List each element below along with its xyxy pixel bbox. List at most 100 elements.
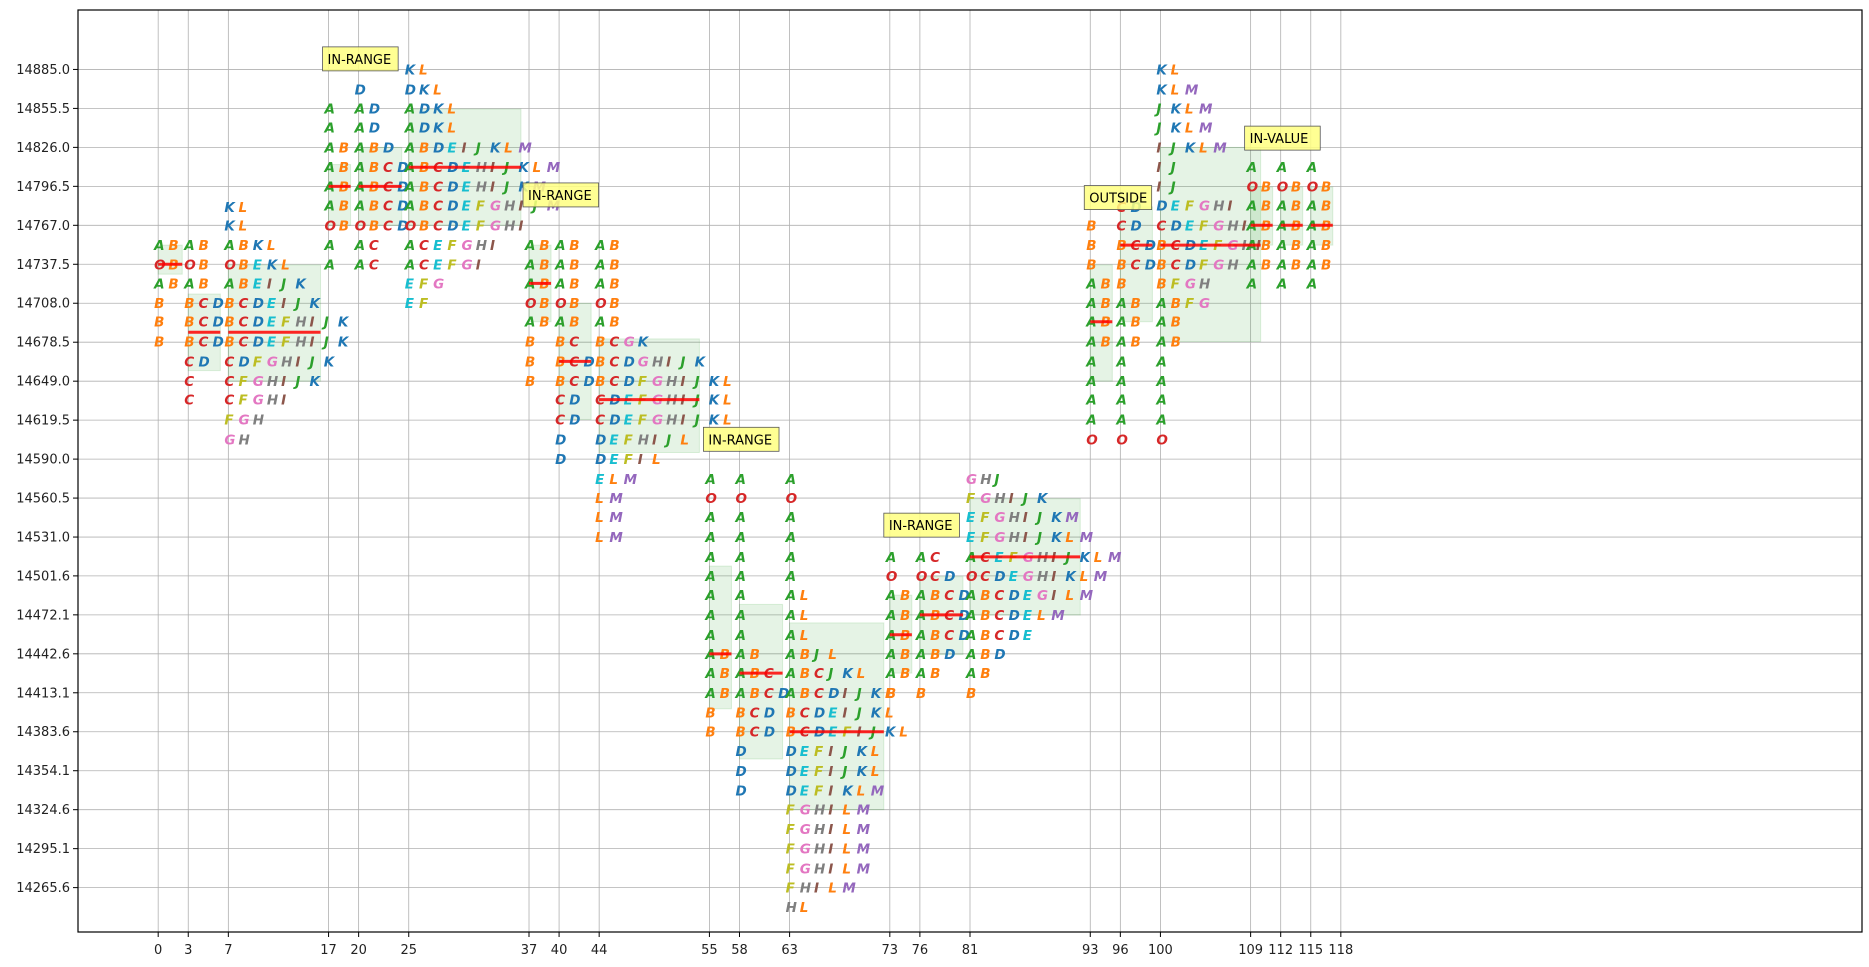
- tpo-letter: M: [1080, 530, 1094, 546]
- annotation-box: [1244, 125, 1321, 151]
- tpo-letter: G: [253, 393, 264, 409]
- y-tick-label: 14796.5: [16, 180, 70, 195]
- tpo-letter: A: [1115, 393, 1126, 409]
- tpo-letter: E: [267, 335, 277, 351]
- tpo-letter: D: [555, 452, 566, 468]
- tpo-letter: B: [1321, 179, 1331, 195]
- tpo-letter: H: [1199, 276, 1211, 292]
- tpo-letter: O: [705, 491, 716, 507]
- tpo-letter: C: [980, 569, 990, 585]
- tpo-letter: O: [595, 296, 606, 312]
- tpo-letter: L: [239, 218, 248, 234]
- tpo-letter: L: [1037, 608, 1046, 624]
- tpo-letter: B: [1171, 315, 1181, 331]
- tpo-letter: C: [930, 550, 940, 566]
- tpo-letter: A: [704, 666, 715, 682]
- tpo-letter: A: [554, 238, 565, 254]
- tpo-letter: E: [624, 412, 634, 428]
- tpo-letter: J: [811, 647, 819, 663]
- tpo-letter: B: [339, 160, 349, 176]
- tpo-letter: A: [734, 472, 745, 488]
- x-tick-label: 17: [320, 943, 337, 958]
- tpo-letter: O: [966, 569, 977, 585]
- x-tick-label: 93: [1082, 943, 1099, 958]
- tpo-letter: A: [183, 276, 194, 292]
- tpo-letter: E: [267, 296, 277, 312]
- tpo-letter: C: [433, 179, 443, 195]
- tpo-letter: B: [1261, 238, 1271, 254]
- tpo-letter: M: [609, 491, 623, 507]
- tpo-letter: A: [704, 588, 715, 604]
- x-tick-label: 0: [154, 943, 162, 958]
- tpo-letter: I: [1156, 160, 1161, 176]
- tpo-letter: L: [723, 393, 732, 409]
- tpo-letter: L: [857, 784, 866, 800]
- tpo-letter: L: [533, 160, 542, 176]
- tpo-letter: B: [239, 276, 249, 292]
- tpo-letter: I: [1227, 198, 1232, 214]
- tpo-letter: L: [680, 432, 689, 448]
- tpo-letter: L: [447, 121, 456, 137]
- tpo-letter: L: [842, 822, 851, 838]
- tpo-letter: A: [354, 238, 365, 254]
- tpo-letter: A: [965, 608, 976, 624]
- tpo-letter: C: [800, 706, 810, 722]
- tpo-letter: B: [1131, 296, 1141, 312]
- tpo-letter: A: [324, 101, 335, 117]
- tpo-letter: B: [705, 706, 715, 722]
- value-area-box: [1280, 186, 1304, 246]
- tpo-letter: A: [404, 140, 415, 156]
- tpo-letter: G: [253, 374, 264, 390]
- tpo-letter: D: [735, 744, 746, 760]
- tpo-letter: D: [447, 218, 458, 234]
- tpo-letter: L: [267, 238, 276, 254]
- tpo-letter: J: [825, 666, 833, 682]
- tpo-letter: A: [1155, 354, 1166, 370]
- tpo-letter: B: [339, 140, 349, 156]
- tpo-letter: C: [994, 608, 1004, 624]
- tpo-letter: H: [1227, 257, 1239, 273]
- tpo-letter: B: [224, 335, 234, 351]
- tpo-letter: D: [419, 121, 430, 137]
- tpo-letter: I: [1156, 179, 1161, 195]
- tpo-letter: G: [994, 530, 1005, 546]
- tpo-letter: C: [383, 160, 393, 176]
- x-tick-label: 7: [224, 943, 232, 958]
- tpo-letter: M: [857, 862, 871, 878]
- annotation-label: OUTSIDE: [1083, 185, 1153, 210]
- tpo-letter: C: [433, 198, 443, 214]
- tpo-letter: A: [1276, 198, 1287, 214]
- tpo-letter: A: [1155, 315, 1166, 331]
- tpo-letter: A: [704, 530, 715, 546]
- tpo-letter: A: [354, 257, 365, 273]
- tpo-letter: K: [709, 374, 721, 390]
- tpo-letter: B: [369, 160, 379, 176]
- value-area-box: [738, 603, 784, 760]
- tpo-letter: D: [569, 393, 580, 409]
- tpo-letter: B: [966, 686, 976, 702]
- tpo-letter: J: [839, 744, 847, 760]
- tpo-letter: E: [1023, 628, 1033, 644]
- tpo-letter: L: [871, 744, 880, 760]
- tpo-letter: L: [1171, 62, 1180, 78]
- tpo-letter: C: [609, 374, 619, 390]
- tpo-letter: L: [1199, 140, 1208, 156]
- tpo-letter: A: [704, 472, 715, 488]
- tpo-letter: F: [476, 198, 486, 214]
- tpo-letter: C: [814, 686, 824, 702]
- tpo-letter: A: [704, 510, 715, 526]
- tpo-letter: D: [735, 764, 746, 780]
- x-axis: 0 3 7 17 20 25 37 40 44 55 58 63 73 76 81 93 96 100 109 112…: [154, 932, 1353, 958]
- tpo-letter: E: [462, 198, 472, 214]
- tpo-letter: H: [666, 412, 678, 428]
- tpo-letter: G: [239, 412, 250, 428]
- tpo-letter: B: [1116, 257, 1126, 273]
- tpo-letter: A: [915, 550, 926, 566]
- tpo-letter: C: [224, 374, 234, 390]
- x-tick-label: 3: [184, 943, 192, 958]
- tpo-letter: J: [854, 706, 862, 722]
- tpo-letter: D: [944, 569, 955, 585]
- tpo-letter: H: [814, 842, 826, 858]
- tpo-letter: J: [1168, 160, 1176, 176]
- tpo-letter: D: [1156, 198, 1167, 214]
